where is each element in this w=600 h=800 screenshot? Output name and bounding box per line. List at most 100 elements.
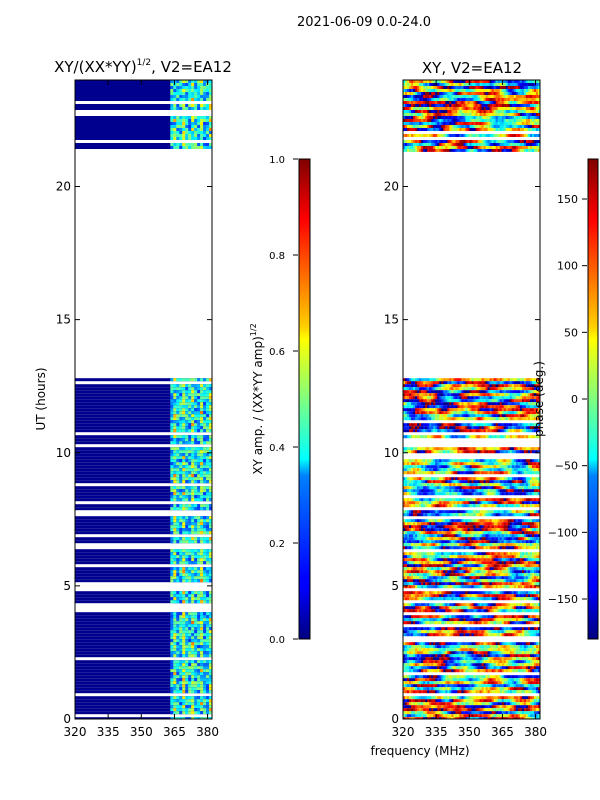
heatmap-cell [481, 387, 484, 391]
heatmap-cell [173, 131, 177, 134]
heatmap-cell [182, 429, 186, 433]
heatmap-cell [409, 465, 412, 469]
heatmap-cell [499, 525, 503, 529]
heatmap-cell [200, 576, 204, 580]
heatmap-cell [182, 516, 186, 520]
heatmap-cell [209, 131, 213, 134]
heatmap-cell [465, 510, 468, 514]
heatmap-cell [487, 528, 491, 532]
heatmap-cell [431, 498, 434, 502]
heatmap-cell [461, 378, 464, 382]
heatmap-cell [433, 477, 436, 481]
heatmap-cell [185, 456, 189, 460]
heatmap-cell [409, 543, 412, 547]
heatmap-cell [447, 519, 450, 523]
heatmap-cell [185, 411, 189, 415]
heatmap-cell [455, 435, 458, 439]
heatmap-cell [473, 510, 476, 514]
heatmap-cell [519, 534, 523, 538]
heatmap-cell [176, 579, 180, 583]
heatmap-cell [425, 435, 428, 439]
heatmap-cell [209, 528, 213, 532]
heatmap-cell [473, 480, 476, 484]
heatmap-cell [200, 98, 204, 101]
heatmap-cell [471, 423, 474, 427]
heatmap-cell [194, 639, 198, 643]
colorbar-tick-label: 1.0 [269, 155, 285, 166]
heatmap-cell [206, 384, 210, 388]
heatmap-cell [407, 528, 410, 532]
heatmap-cell [179, 516, 183, 520]
heatmap-cell [197, 549, 201, 553]
heatmap-cell [425, 519, 428, 523]
heatmap-cell [505, 402, 509, 406]
heatmap-cell [529, 426, 533, 430]
heatmap-cell [523, 399, 527, 403]
heatmap-cell [459, 498, 462, 502]
heatmap-cell [188, 690, 192, 694]
heatmap-cell [209, 465, 213, 469]
heatmap-cell [170, 579, 174, 583]
heatmap-cell [489, 408, 493, 412]
heatmap-cell [170, 717, 174, 719]
heatmap-cell [417, 462, 420, 466]
heatmap-cell [467, 414, 470, 418]
heatmap-cell [197, 711, 201, 715]
heatmap-cell [173, 387, 177, 391]
heatmap-cell [173, 471, 177, 475]
heatmap-cell [433, 483, 436, 487]
heatmap-cell [459, 555, 462, 559]
heatmap-cell [499, 498, 503, 502]
heatmap-cell [197, 89, 201, 92]
heatmap-cell [203, 423, 207, 427]
heatmap-cell [461, 486, 464, 490]
heatmap-cell [481, 459, 484, 463]
heatmap-cell [179, 618, 183, 622]
heatmap-cell [459, 384, 462, 388]
heatmap-cell [453, 552, 456, 556]
heatmap-cell [517, 468, 521, 472]
heatmap-cell [485, 387, 489, 391]
heatmap-cell [495, 408, 499, 412]
heatmap-cell [535, 522, 539, 526]
heatmap-cell [170, 597, 174, 601]
heatmap-cell [423, 426, 426, 430]
heatmap-cell [497, 378, 501, 382]
heatmap-cell [409, 537, 412, 541]
heatmap-cell [173, 552, 177, 556]
heatmap-cell [415, 468, 418, 472]
heatmap-cell [185, 681, 189, 685]
heatmap-cell [537, 546, 541, 550]
heatmap-cell [503, 537, 507, 541]
heatmap-cell [485, 510, 489, 514]
heatmap-cell [191, 456, 195, 460]
heatmap-cell [485, 435, 489, 439]
heatmap-cell [491, 537, 495, 541]
heatmap-cell [179, 699, 183, 703]
heatmap-cell [203, 384, 207, 388]
heatmap-cell [435, 384, 438, 388]
heatmap-cell [501, 459, 505, 463]
heatmap-cell [194, 576, 198, 580]
heatmap-cell [419, 417, 422, 421]
heatmap-cell [75, 423, 212, 427]
heatmap-cell [499, 414, 503, 418]
heatmap-cell [173, 447, 177, 451]
heatmap-cell [403, 555, 406, 559]
heatmap-cell [429, 519, 432, 523]
heatmap-cell [419, 468, 422, 472]
heatmap-cell [525, 417, 529, 421]
heatmap-cell [425, 387, 428, 391]
heatmap-cell [455, 513, 458, 517]
heatmap-cell [465, 417, 468, 421]
heatmap-cell [497, 396, 501, 400]
heatmap-cell [200, 627, 204, 631]
heatmap-cell [533, 462, 537, 466]
heatmap-cell [423, 513, 426, 517]
heatmap-cell [437, 465, 440, 469]
heatmap-cell [413, 462, 416, 466]
heatmap-cell [200, 378, 204, 382]
heatmap-cell [497, 411, 501, 415]
heatmap-cell [206, 89, 210, 92]
heatmap-cell [509, 381, 513, 385]
